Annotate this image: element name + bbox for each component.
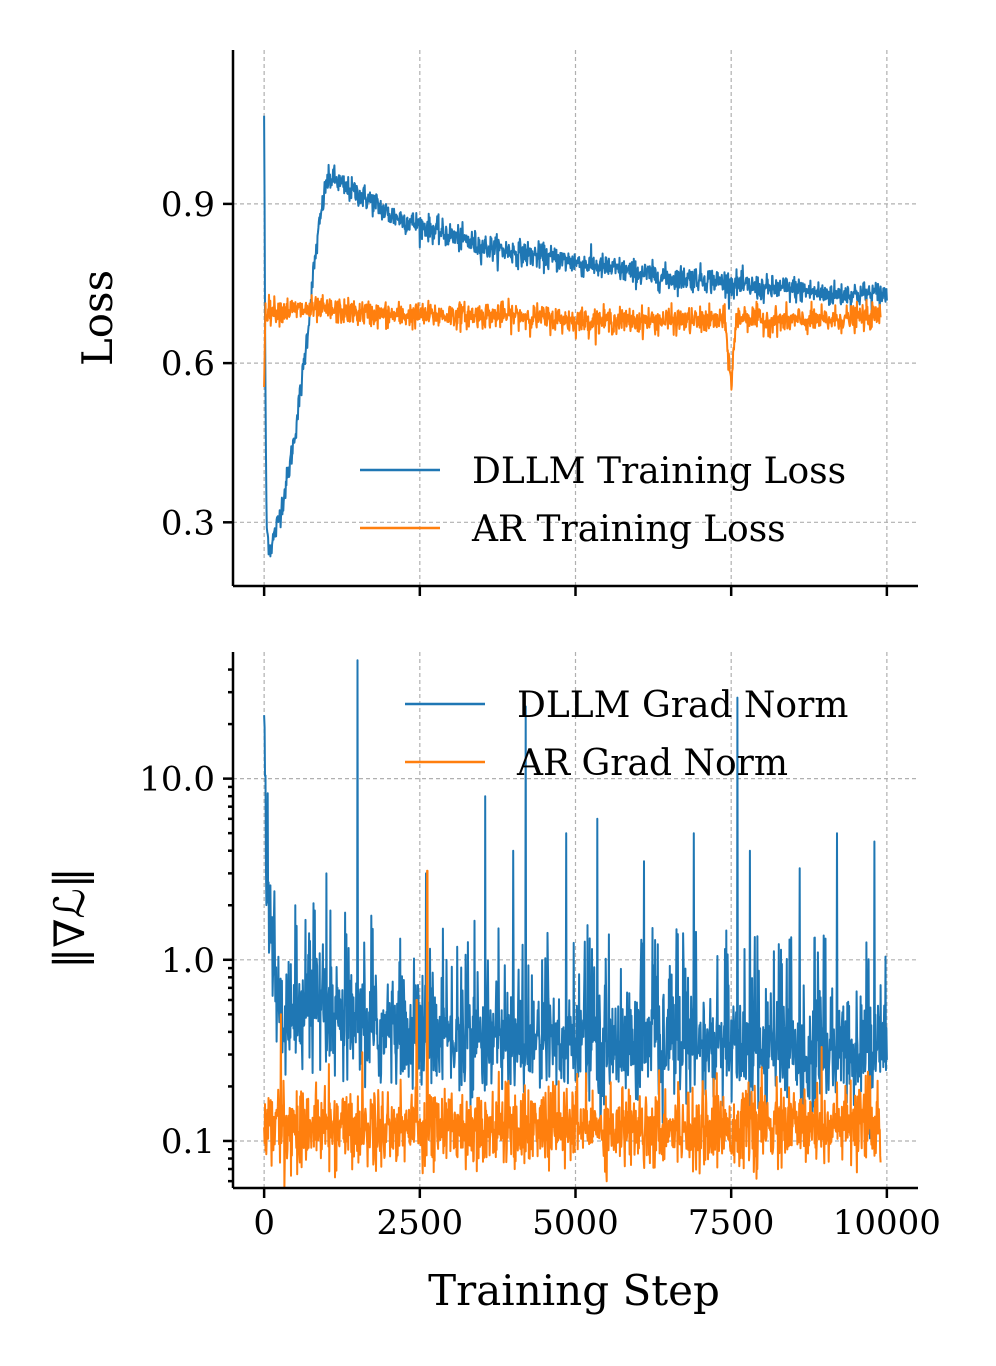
x-tick-label-4: 10000 <box>833 1203 941 1243</box>
gradnorm-xlabel: Training Step <box>428 1266 720 1315</box>
x-tick-label-0: 0 <box>253 1203 275 1243</box>
loss-legend: DLLM Training Loss AR Training Loss <box>360 451 846 550</box>
loss-panel: 0.3 0.6 0.9 Loss DLLM Training Loss AR Trai… <box>73 50 918 596</box>
y-tick-label-1: 1.0 <box>161 941 215 981</box>
y-tick-label-1: 0.6 <box>161 344 215 384</box>
y-tick-label-0: 0.1 <box>161 1122 215 1162</box>
gradnorm-ylabel: ‖∇ℒ‖ <box>45 867 94 969</box>
gradnorm-legend: DLLM Grad Norm AR Grad Norm <box>405 685 848 784</box>
series-line-dllm-grad-norm <box>263 659 888 1140</box>
legend-label-0: DLLM Training Loss <box>472 451 846 492</box>
y-tick-label-2: 0.9 <box>161 185 215 225</box>
legend-label-1: AR Training Loss <box>471 509 786 550</box>
loss-ylabel: Loss <box>73 270 122 366</box>
y-tick-label-0: 0.3 <box>161 503 215 543</box>
x-tick-label-3: 7500 <box>688 1203 775 1243</box>
gradnorm-panel: 0 2500 5000 7500 10000 0.1 1.0 10.0 ‖∇ℒ‖ Traini… <box>45 652 941 1315</box>
loss-lines <box>263 115 888 558</box>
legend-label-1: AR Grad Norm <box>516 743 788 784</box>
series-line-dllm-training-loss <box>263 115 888 558</box>
series-line-ar-training-loss <box>263 293 882 391</box>
gradnorm-lines <box>263 659 888 1189</box>
x-tick-label-2: 5000 <box>532 1203 619 1243</box>
loss-axes: 0.3 0.6 0.9 <box>161 50 918 596</box>
legend-label-0: DLLM Grad Norm <box>517 685 848 726</box>
x-tick-label-1: 2500 <box>377 1203 464 1243</box>
y-tick-label-2: 10.0 <box>139 760 215 800</box>
series-line-ar-grad-norm <box>263 869 882 1189</box>
gradnorm-axes: 0 2500 5000 7500 10000 0.1 1.0 10.0 <box>139 652 941 1243</box>
